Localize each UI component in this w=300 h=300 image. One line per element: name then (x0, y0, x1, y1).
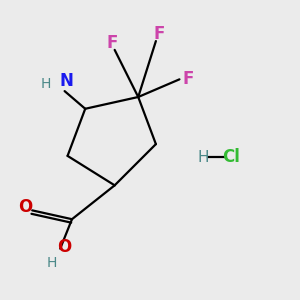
Text: F: F (183, 70, 194, 88)
Text: F: F (106, 34, 117, 52)
Text: H: H (46, 256, 56, 270)
Text: H: H (197, 150, 209, 165)
Text: O: O (58, 238, 72, 256)
Text: O: O (18, 198, 32, 216)
Text: H: H (40, 77, 51, 91)
Text: F: F (153, 25, 164, 43)
Text: Cl: Cl (222, 148, 240, 166)
Text: N: N (59, 72, 73, 90)
